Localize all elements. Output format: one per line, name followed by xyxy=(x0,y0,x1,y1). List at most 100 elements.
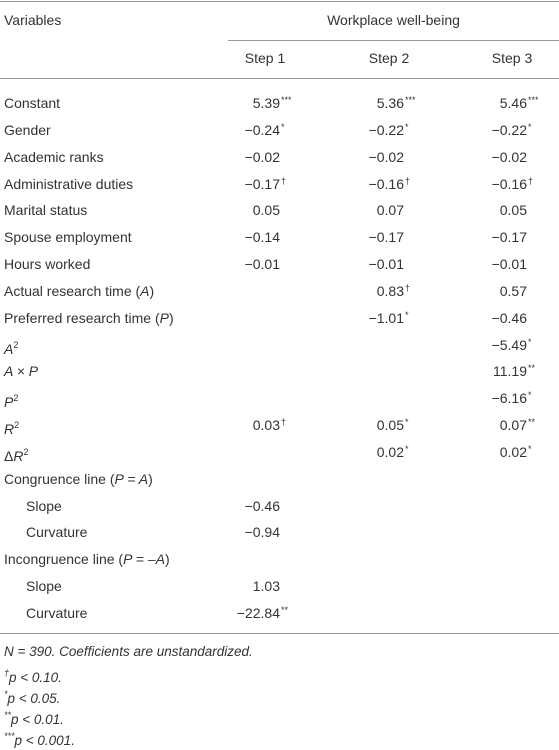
cell-value: −0.17 xyxy=(244,175,280,192)
footnote: **p < 0.01. xyxy=(4,706,64,729)
cell-value: −0.16 xyxy=(491,175,527,192)
row-label: Curvature xyxy=(26,604,87,622)
cell-value: 11.19 xyxy=(493,363,527,380)
cell-marker: * xyxy=(405,443,409,454)
cell-marker: * xyxy=(405,309,409,320)
column-header: Step 1 xyxy=(244,50,286,66)
rule xyxy=(0,78,559,79)
row-label-part: P = –A xyxy=(123,551,165,568)
column-header: Step 2 xyxy=(368,50,410,66)
row-label: Spouse employment xyxy=(4,228,132,246)
cell-marker: ** xyxy=(528,363,536,374)
row-label-part: ) xyxy=(149,282,155,299)
cell-value: −0.02 xyxy=(244,148,280,165)
cell-value: −0.01 xyxy=(491,256,527,273)
cell-value: −0.02 xyxy=(491,148,527,165)
footnote-part: p < 0.10. xyxy=(9,670,62,685)
row-label-part: ) xyxy=(164,551,170,568)
cell-marker: † xyxy=(405,282,411,293)
rule xyxy=(0,633,559,634)
cell-value: −5.49 xyxy=(491,336,527,353)
footnote-part: p < 0.05. xyxy=(7,691,61,706)
row-label: Incongruence line (P = –A) xyxy=(4,550,170,568)
cell-value: −0.94 xyxy=(244,524,280,541)
cell-value: 0.83 xyxy=(376,282,404,299)
cell-marker: ** xyxy=(281,604,289,615)
row-label-part: Incongruence line ( xyxy=(4,551,124,568)
row-label: Academic ranks xyxy=(4,148,104,166)
row-label: Slope xyxy=(26,497,62,515)
cell-marker: * xyxy=(405,121,409,132)
row-label: Administrative duties xyxy=(4,175,133,193)
footnote: *p < 0.05. xyxy=(4,685,60,708)
cell-value: −0.14 xyxy=(244,229,280,246)
row-label: Gender xyxy=(4,121,51,138)
row-label-part: A xyxy=(4,340,14,357)
variables-header: Variables xyxy=(4,12,62,28)
cell-marker: ** xyxy=(528,417,536,428)
row-label: A × P xyxy=(4,362,38,380)
row-label: P2 xyxy=(4,389,18,411)
footnote-part: * xyxy=(4,689,8,699)
cell-marker: * xyxy=(528,443,532,454)
rule xyxy=(0,1,559,2)
cell-value: 0.05 xyxy=(376,417,404,434)
row-label-part: 2 xyxy=(14,420,20,431)
row-label: Slope xyxy=(26,497,62,514)
cell-marker: * xyxy=(528,121,532,132)
cell-value: 0.05 xyxy=(499,202,527,219)
row-label: Curvature xyxy=(26,604,88,621)
row-label-part: P = A xyxy=(114,470,149,487)
row-label-part: Congruence line ( xyxy=(4,470,115,487)
cell-value: 0.07 xyxy=(376,202,404,219)
cell-value: −0.22 xyxy=(491,121,527,138)
row-label-part: ) xyxy=(148,470,153,487)
cell-marker: *** xyxy=(281,95,292,105)
cell-marker: *** xyxy=(528,95,539,105)
cell-value: −0.17 xyxy=(368,229,404,246)
row-label-part: Actual research time ( xyxy=(4,282,141,299)
row-label: Hours worked xyxy=(4,256,91,273)
cell-marker: * xyxy=(528,336,532,347)
row-label-part: A × P xyxy=(4,363,39,380)
cell-marker: * xyxy=(281,121,285,132)
cell-value: −0.24 xyxy=(244,121,280,138)
cell-value: 0.57 xyxy=(499,282,527,299)
row-label: A2 xyxy=(4,336,18,358)
footnote: N = 390. Coefficients are unstandardized… xyxy=(4,643,253,661)
row-label: Slope xyxy=(26,578,62,595)
cell-value: −0.16 xyxy=(368,175,404,192)
row-label-part: 2 xyxy=(13,393,19,404)
row-label-part: ) xyxy=(168,309,174,326)
row-label-part: R xyxy=(13,447,24,464)
cell-value: 0.03 xyxy=(252,417,280,434)
row-label: Marital status xyxy=(4,201,87,219)
row-label-part: P xyxy=(4,394,14,411)
row-label: ΔR2 xyxy=(4,443,29,465)
cell-value: 5.39 xyxy=(252,95,280,111)
footnote: ***p < 0.001. xyxy=(4,727,75,750)
cell-marker: * xyxy=(405,417,409,428)
cell-value: 5.46 xyxy=(499,95,527,111)
row-label: Marital status xyxy=(4,202,88,219)
cell-value: 0.02 xyxy=(499,443,527,460)
footnote-part: *** xyxy=(4,731,15,741)
column-header: Step 3 xyxy=(491,50,533,66)
cell-value: −0.17 xyxy=(491,229,527,246)
row-label-part: 2 xyxy=(13,339,19,350)
cell-value: 0.02 xyxy=(376,443,404,460)
cell-value: −1.01 xyxy=(368,309,404,326)
row-label: Gender xyxy=(4,121,51,139)
row-label: Curvature xyxy=(26,524,88,541)
footnote-part: N = 390. Coefficients are unstandardized… xyxy=(4,644,253,659)
cell-value: −0.22 xyxy=(368,121,404,138)
row-label-part: A xyxy=(140,282,150,299)
row-label: R2 xyxy=(4,416,19,438)
cell-value: 0.07 xyxy=(499,417,527,434)
cell-value: −0.46 xyxy=(244,497,280,514)
footnote-part: p < 0.01. xyxy=(11,712,64,727)
row-label: Congruence line (P = A) xyxy=(4,470,153,488)
footnote: †p < 0.10. xyxy=(4,664,62,687)
cell-value: −0.01 xyxy=(368,256,404,273)
footnote-part: † xyxy=(4,668,10,678)
